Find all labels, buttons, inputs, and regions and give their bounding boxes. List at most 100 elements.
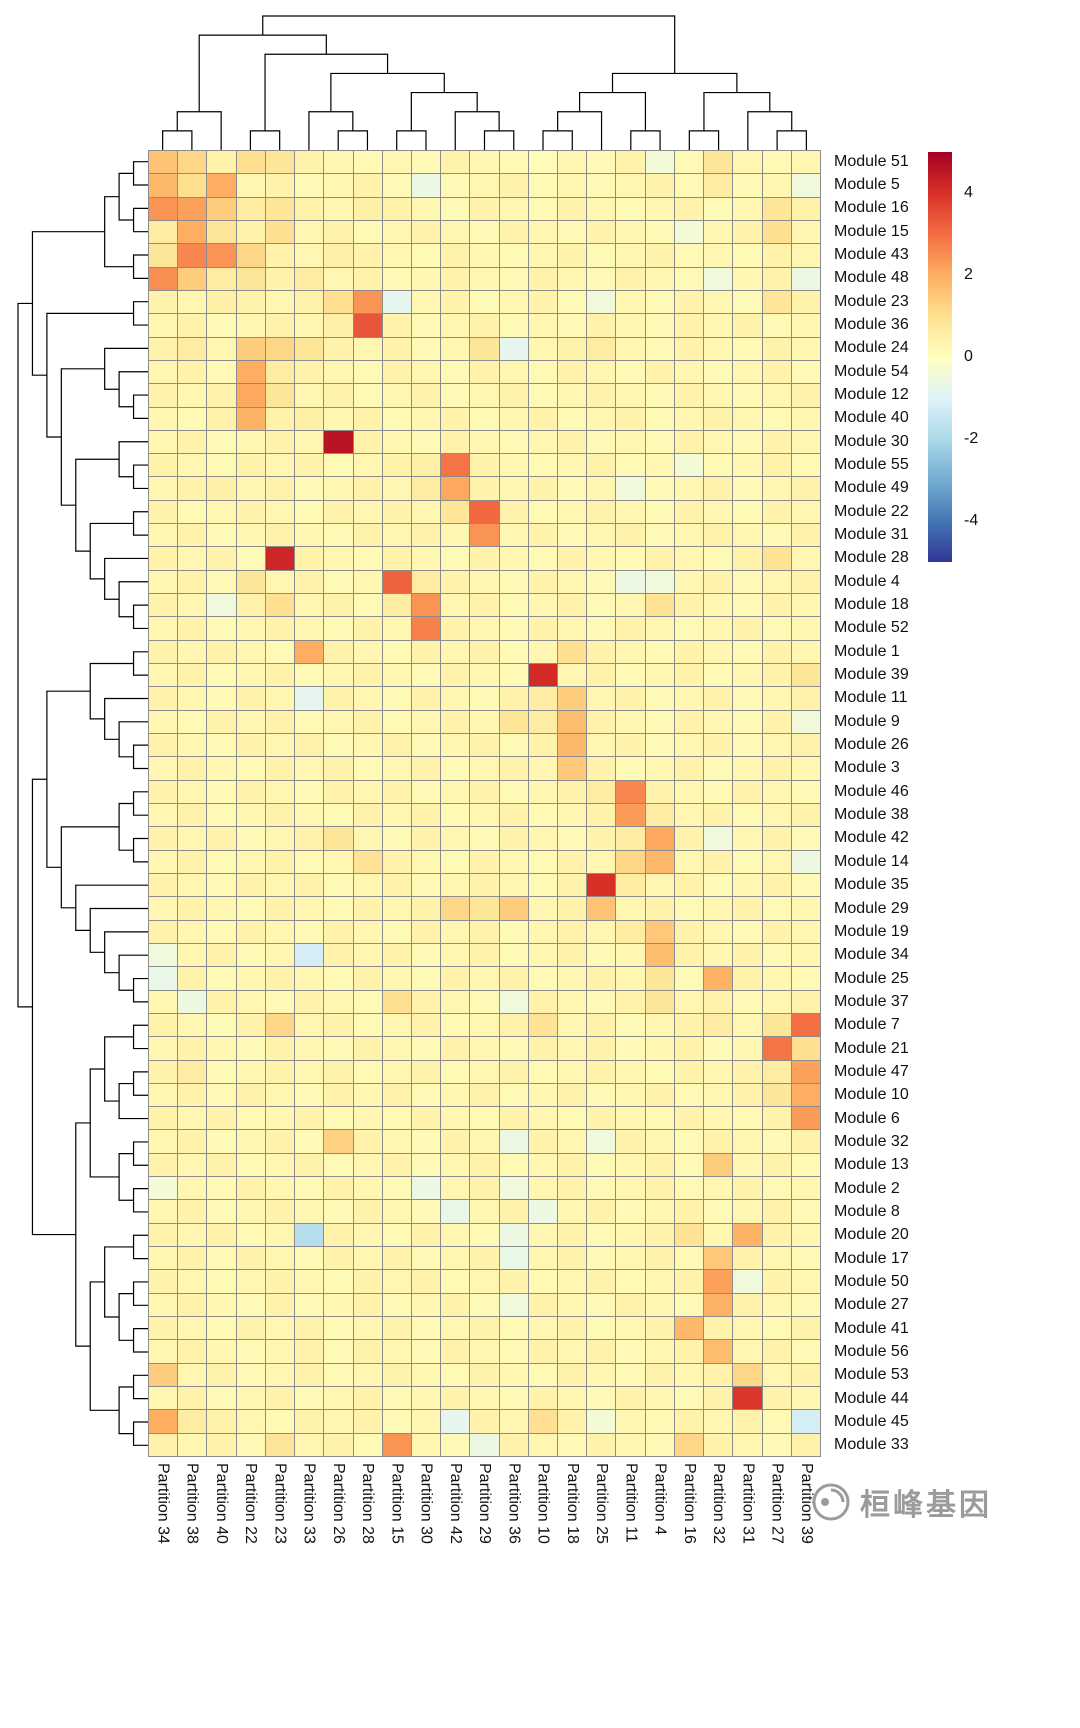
heatmap-cell [207, 734, 236, 757]
heatmap-cell [470, 687, 499, 710]
heatmap-cell [441, 1340, 470, 1363]
heatmap-cell [791, 850, 820, 873]
heatmap-cell [674, 1410, 704, 1433]
heatmap-cell [382, 617, 411, 640]
dendrogram-branch [60, 826, 120, 909]
column-label: Partition 36 [505, 1463, 523, 1544]
heatmap-cell [674, 640, 704, 664]
heatmap-cell [149, 1153, 178, 1177]
heatmap-cell [382, 1340, 411, 1363]
heatmap-cell [791, 1200, 820, 1223]
legend-gradient-bar [928, 152, 952, 562]
heatmap-cell [324, 990, 353, 1013]
heatmap-cell [441, 664, 470, 687]
heatmap-cell [265, 1223, 295, 1247]
heatmap-cell [704, 1223, 733, 1247]
heatmap-cell [645, 1247, 674, 1270]
heatmap-cell [149, 1410, 178, 1433]
heatmap-cell [295, 1130, 324, 1153]
heatmap-cell [645, 384, 674, 407]
heatmap-cell [587, 757, 616, 780]
heatmap-cell [616, 990, 645, 1013]
heatmap-cell [441, 407, 470, 430]
heatmap-cell [733, 594, 762, 617]
column-label: Partition 27 [768, 1463, 786, 1544]
heatmap-cell [149, 500, 178, 524]
heatmap-cell [382, 1130, 411, 1153]
heatmap-cell [558, 1153, 587, 1177]
heatmap-cell [499, 803, 528, 827]
row-label: Module 16 [834, 199, 909, 217]
heatmap-cell [645, 687, 674, 710]
row-label: Module 12 [834, 386, 909, 404]
heatmap-cell [295, 664, 324, 687]
heatmap-cell [674, 360, 704, 384]
heatmap-cell [470, 384, 499, 407]
heatmap-cell [265, 594, 295, 617]
heatmap-cell [441, 990, 470, 1013]
heatmap-cell [265, 1153, 295, 1177]
heatmap-cell [411, 1177, 441, 1200]
row-label: Module 1 [834, 642, 900, 660]
heatmap-cell [791, 1433, 820, 1456]
dendrogram-branch [46, 690, 91, 868]
heatmap-cell [558, 1387, 587, 1410]
heatmap-cell [353, 1200, 382, 1223]
heatmap-cell [324, 1060, 353, 1083]
row-label: Module 53 [834, 1366, 909, 1384]
heatmap-cell [645, 1130, 674, 1153]
heatmap-cell [499, 407, 528, 430]
heatmap-cell [470, 1107, 499, 1130]
heatmap-cell [207, 1107, 236, 1130]
heatmap-cell [441, 430, 470, 454]
heatmap-cell [616, 1317, 645, 1340]
heatmap-cell [353, 1107, 382, 1130]
heatmap-cell [499, 687, 528, 710]
heatmap-cell [558, 407, 587, 430]
heatmap-cell [411, 920, 441, 943]
heatmap-cell [704, 290, 733, 314]
heatmap-cell [616, 617, 645, 640]
heatmap-cell [558, 314, 587, 337]
heatmap-cell [762, 990, 791, 1013]
heatmap-cell [704, 267, 733, 290]
heatmap-cell [353, 1013, 382, 1037]
heatmap-cell [324, 1083, 353, 1107]
heatmap-cell [178, 220, 207, 244]
heatmap-cell [528, 827, 558, 850]
dendrogram-branch [132, 1328, 148, 1353]
heatmap-cell [499, 1363, 528, 1387]
heatmap-cell [470, 967, 499, 990]
column-label: Partition 22 [242, 1463, 260, 1544]
heatmap-cell [295, 850, 324, 873]
heatmap-cell [295, 1223, 324, 1247]
heatmap-cell [149, 1387, 178, 1410]
heatmap-cell [295, 757, 324, 780]
heatmap-cell [587, 803, 616, 827]
heatmap-cell [558, 617, 587, 640]
heatmap-cell [558, 430, 587, 454]
heatmap-cell [441, 454, 470, 477]
heatmap-cell [236, 757, 265, 780]
heatmap-cell [324, 337, 353, 360]
heatmap-cell [353, 1317, 382, 1340]
heatmap-cell [411, 780, 441, 803]
heatmap-cell [441, 1387, 470, 1410]
heatmap-cell [149, 477, 178, 500]
heatmap-cell [441, 594, 470, 617]
heatmap-cell [353, 1410, 382, 1433]
heatmap-cell [149, 1363, 178, 1387]
heatmap-cell [295, 640, 324, 664]
heatmap-cell [558, 827, 587, 850]
heatmap-cell [470, 547, 499, 570]
heatmap-cell [645, 1270, 674, 1293]
heatmap-cell [441, 1363, 470, 1387]
heatmap-cell [265, 1410, 295, 1433]
heatmap-cell [411, 990, 441, 1013]
heatmap-cell [265, 360, 295, 384]
heatmap-cell [207, 430, 236, 454]
dendrogram-branch [132, 394, 148, 420]
heatmap-cell [733, 1223, 762, 1247]
heatmap-cell [704, 500, 733, 524]
row-label: Module 29 [834, 899, 909, 917]
